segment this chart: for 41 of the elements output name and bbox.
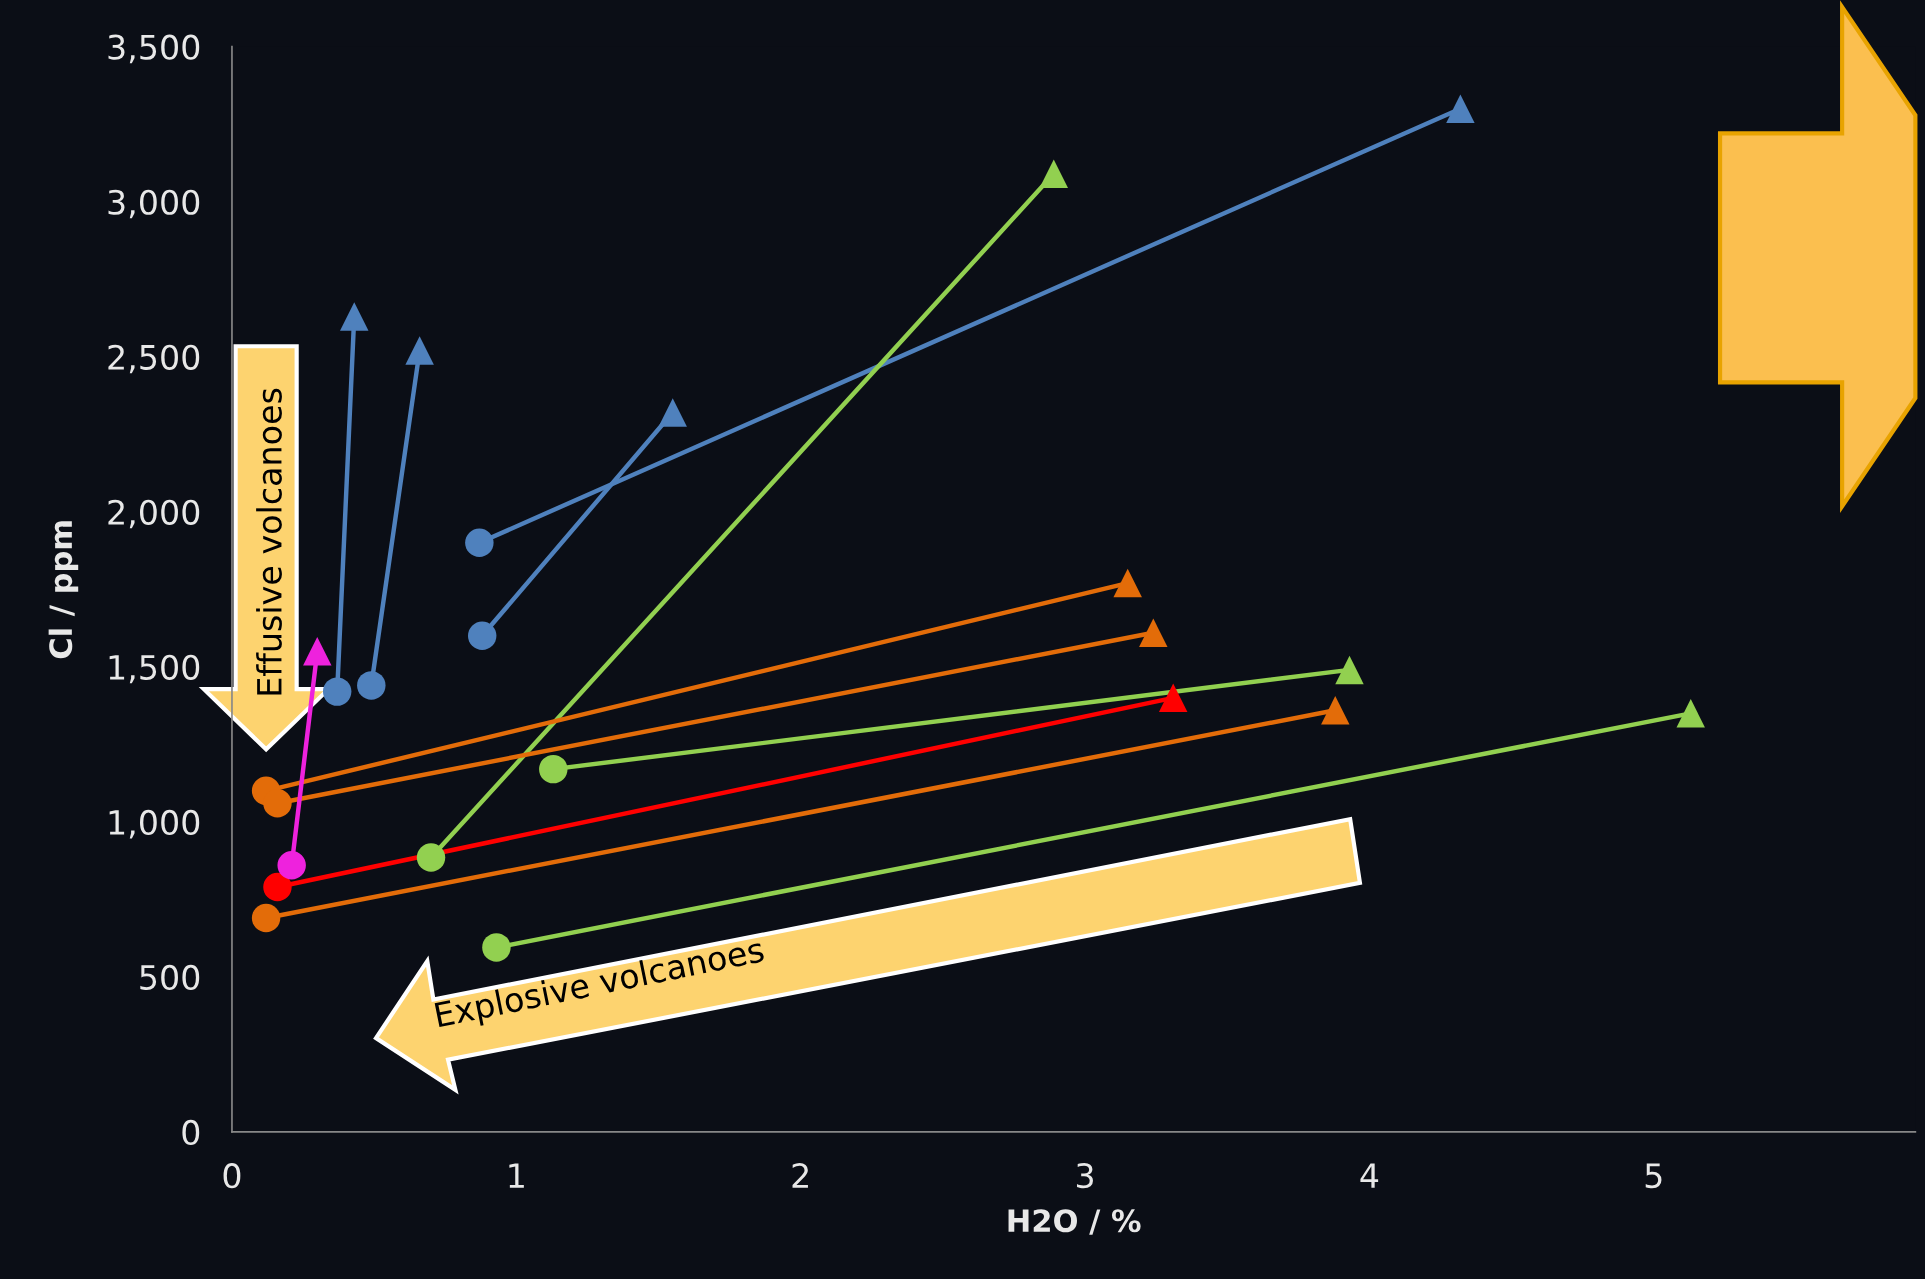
x-tick-label: 5 <box>1645 1163 1662 1189</box>
y-tick-label: 500 <box>140 964 200 991</box>
point <box>1676 699 1705 728</box>
point <box>263 789 292 818</box>
point <box>1335 655 1364 685</box>
x-tick-label: 4 <box>1360 1163 1379 1188</box>
y-tick-label: 1,000 <box>109 809 200 839</box>
point <box>251 903 281 933</box>
y-tick-label: 1,500 <box>109 654 200 684</box>
point <box>416 843 446 872</box>
y-tick-label: 3,500 <box>108 34 200 64</box>
point <box>465 528 494 558</box>
point <box>405 336 434 365</box>
y-tick-label: 0 <box>182 1119 200 1146</box>
point <box>277 851 306 880</box>
point <box>467 621 497 651</box>
point <box>357 671 386 700</box>
point <box>1113 568 1142 598</box>
point <box>303 637 332 666</box>
point <box>1158 683 1188 713</box>
point <box>1321 695 1350 725</box>
y-tick-label: 2,500 <box>108 344 200 374</box>
point <box>1039 159 1068 189</box>
point <box>658 398 687 427</box>
x-tick-label: 0 <box>223 1163 241 1189</box>
y-tick-label: 2,000 <box>108 499 200 529</box>
y-axis-title: Cl / ppm <box>48 521 79 659</box>
point <box>482 933 511 962</box>
annotation: Explosive volcanoes <box>434 936 766 1034</box>
point <box>340 302 369 331</box>
x-tick-label: 3 <box>1076 1163 1093 1189</box>
point <box>1139 618 1168 647</box>
x-tick-label: 1 <box>509 1163 524 1188</box>
annotation: Effusive volcanoes <box>256 388 282 695</box>
point <box>322 677 352 706</box>
x-axis-title: H2O / % <box>1008 1209 1141 1235</box>
point <box>539 754 568 784</box>
y-tick-label: 3,000 <box>108 189 200 219</box>
point <box>1446 94 1475 123</box>
x-tick-label: 2 <box>792 1163 808 1188</box>
point <box>263 872 292 902</box>
